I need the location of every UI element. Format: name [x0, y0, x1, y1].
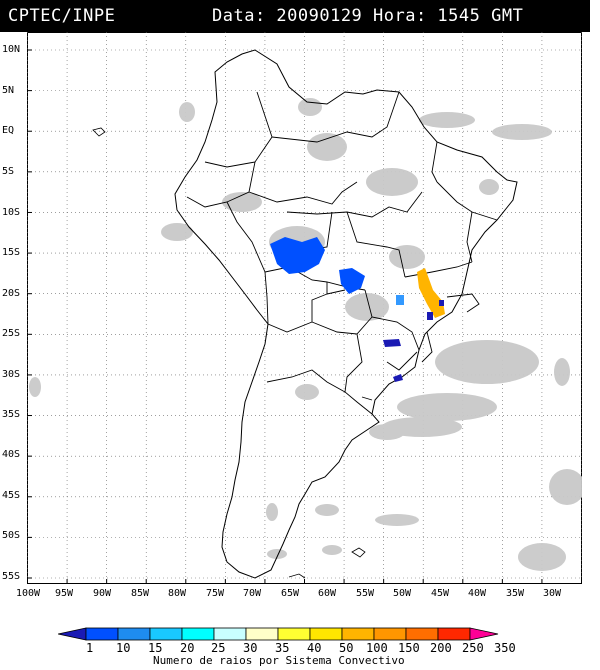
lat-label: 40S — [2, 449, 21, 460]
legend-value: 50 — [339, 641, 354, 655]
south-america-coastline — [174, 49, 518, 579]
lat-label: 55S — [2, 571, 21, 582]
lat-label: 5S — [2, 166, 15, 177]
lon-label: 55W — [356, 588, 375, 599]
legend-colorbar — [58, 627, 499, 641]
lat-label: 20S — [2, 288, 21, 299]
legend-value: 150 — [398, 641, 420, 655]
legend-swatch — [277, 627, 311, 641]
lon-label: 40W — [468, 588, 487, 599]
legend-swatch — [437, 627, 471, 641]
lon-label: 70W — [243, 588, 262, 599]
source-label: CPTEC/INPE — [8, 6, 116, 26]
lat-label: 30S — [2, 369, 21, 380]
legend-swatch — [341, 627, 375, 641]
legend-value: 250 — [462, 641, 484, 655]
legend-value: 100 — [366, 641, 388, 655]
lat-label: 50S — [2, 530, 21, 541]
legend-value: 30 — [243, 641, 258, 655]
lon-label: 60W — [318, 588, 337, 599]
legend-swatch — [309, 627, 343, 641]
lon-label: 95W — [55, 588, 74, 599]
lat-label: 25S — [2, 328, 21, 339]
title-bar: CPTEC/INPE Data: 20090129 Hora: 1545 GMT — [0, 0, 590, 32]
legend-value: 20 — [180, 641, 195, 655]
lon-label: 100W — [16, 588, 41, 599]
lat-label: EQ — [2, 125, 15, 136]
lon-label: 85W — [131, 588, 150, 599]
map-frame — [27, 32, 582, 584]
legend-swatch — [85, 627, 119, 641]
legend-value: 1 — [86, 641, 94, 655]
lightning-cluster-sao-paulo — [396, 295, 404, 305]
legend-swatch — [58, 627, 87, 641]
lightning-cluster-minas-gerais — [417, 268, 445, 318]
lat-label: 45S — [2, 490, 21, 501]
lon-label: 35W — [506, 588, 525, 599]
south-america-map — [27, 32, 582, 584]
legend-swatch — [181, 627, 215, 641]
lightning-cluster-mato-grosso-do-sul — [339, 268, 365, 294]
legend-swatch — [117, 627, 151, 641]
legend-swatch — [405, 627, 439, 641]
lat-label: 10S — [2, 207, 21, 218]
lat-label: 35S — [2, 409, 21, 420]
legend-swatch — [245, 627, 279, 641]
lightning-cluster-parana — [383, 339, 401, 347]
falkland-islands — [351, 547, 366, 558]
legend-swatch — [213, 627, 247, 641]
axis-ticks — [27, 49, 582, 584]
lat-label: 5N — [2, 85, 15, 96]
lon-label: 90W — [93, 588, 112, 599]
legend-value: 15 — [148, 641, 163, 655]
lightning-cluster-rio-grande-do-sul — [393, 374, 403, 382]
legend-swatch — [373, 627, 407, 641]
lat-label: 10N — [2, 44, 21, 55]
lat-label: 15S — [2, 247, 21, 258]
galapagos-islands — [92, 127, 106, 137]
lon-label: 65W — [281, 588, 300, 599]
legend-value: 35 — [275, 641, 290, 655]
legend-swatch — [469, 627, 499, 641]
lon-label: 45W — [431, 588, 450, 599]
legend-value: 40 — [307, 641, 322, 655]
legend-value: 350 — [494, 641, 516, 655]
legend-value: 10 — [116, 641, 131, 655]
legend-value: 25 — [211, 641, 226, 655]
datetime-label: Data: 20090129 Hora: 1545 GMT — [212, 6, 524, 26]
lon-label: 50W — [393, 588, 412, 599]
lon-label: 75W — [206, 588, 225, 599]
legend-value: 200 — [430, 641, 452, 655]
lon-label: 80W — [168, 588, 187, 599]
lightning-clusters — [270, 237, 445, 382]
legend-title: Numero de raios por Sistema Convectivo — [153, 654, 405, 667]
lightning-cluster-bolivia — [270, 237, 325, 274]
lon-label: 30W — [543, 588, 562, 599]
legend-swatch — [149, 627, 183, 641]
